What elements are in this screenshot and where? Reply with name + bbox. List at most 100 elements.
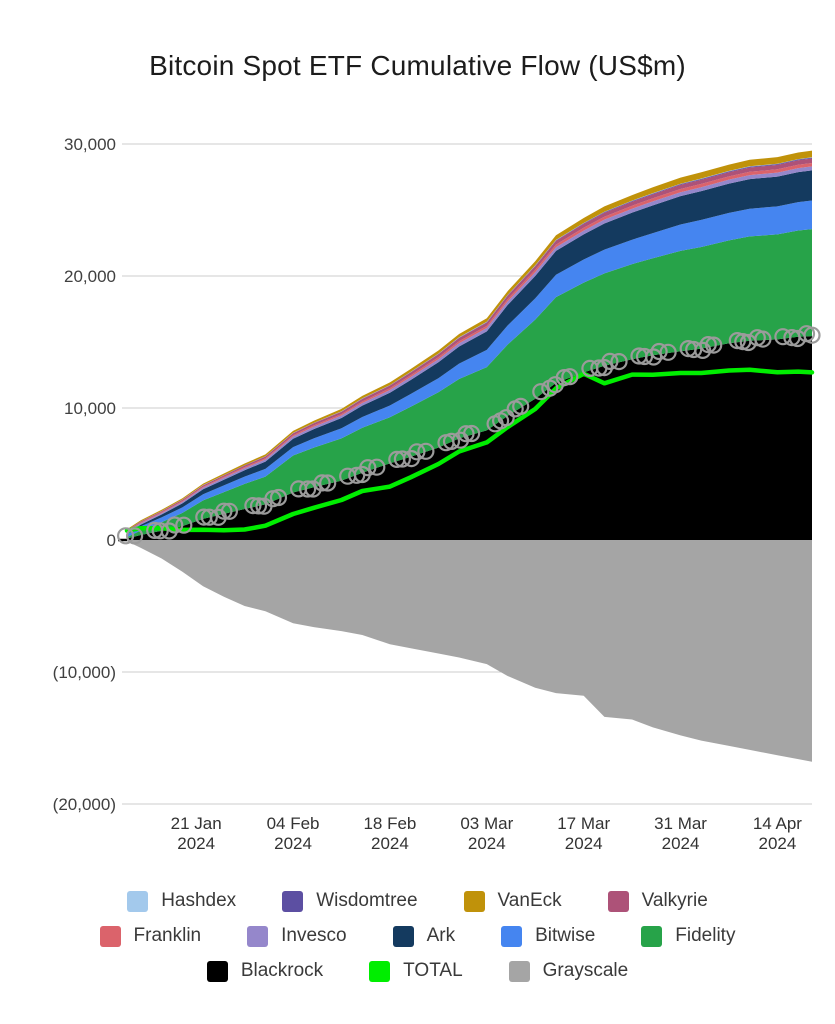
area-ark (127, 170, 812, 534)
total-line (124, 367, 815, 533)
blackrock-marker (215, 502, 233, 520)
blackrock-marker (408, 443, 426, 461)
area-fidelity (127, 229, 812, 539)
y-axis-label: 0 (107, 531, 116, 550)
legend-swatch-total (369, 960, 391, 982)
blackrock-marker (497, 409, 515, 427)
legend-swatch-ark (392, 925, 414, 947)
legend-item-grayscale[interactable]: Grayscale (508, 960, 629, 982)
legend-swatch-blackrock (206, 960, 228, 982)
x-axis-label: 31 Mar 2024 (654, 814, 707, 853)
legend-swatch-franklin (99, 925, 121, 947)
legend-swatch-fidelity (641, 925, 663, 947)
blackrock-marker (166, 516, 184, 534)
blackrock-marker (269, 488, 288, 507)
blackrock-marker (659, 343, 677, 361)
x-axis-label: 17 Mar 2024 (557, 814, 610, 853)
legend-label: Fidelity (675, 925, 736, 946)
blackrock-marker (705, 336, 723, 354)
legend-label: Invesco (281, 925, 347, 946)
blackrock-marker (803, 326, 821, 344)
legend-label: Hashdex (161, 890, 237, 911)
legend-swatch-valkyrie (607, 890, 629, 912)
legend-swatch-invesco (247, 925, 269, 947)
blackrock-marker (650, 342, 668, 361)
legend-label: Wisdomtree (316, 890, 418, 911)
y-axis-label: (10,000) (53, 663, 116, 682)
x-axis-label: 04 Feb 2024 (267, 814, 320, 853)
legend-item-wisdomtree[interactable]: Wisdomtree (282, 890, 418, 912)
legend-label: Valkyrie (641, 890, 708, 911)
y-axis-label: 30,000 (64, 135, 116, 154)
blackrock-marker (442, 432, 461, 450)
legend-label: TOTAL (403, 960, 463, 981)
blackrock-marker (610, 353, 628, 371)
blackrock-marker (417, 442, 435, 460)
legend-label: Bitwise (535, 925, 596, 946)
legend-swatch-grayscale (508, 960, 530, 982)
legend-swatch-hashdex (127, 890, 149, 912)
x-axis-label: 21 Jan 2024 (171, 814, 222, 853)
chart-title: Bitcoin Spot ETF Cumulative Flow (US$m) (149, 50, 686, 81)
blackrock-marker (368, 458, 386, 476)
blackrock-marker (249, 497, 268, 515)
legend-label: Blackrock (240, 960, 324, 981)
legend-row: Blackrock TOTAL Grayscale (206, 960, 629, 982)
legend-swatch-wisdomtree (282, 890, 304, 912)
area-bitwise (127, 200, 812, 538)
area-grayscale (127, 540, 812, 762)
legend-label: Ark (426, 925, 456, 946)
y-axis-label: 10,000 (64, 399, 116, 418)
blackrock-marker (126, 527, 144, 545)
legend-row: Hashdex Wisdomtree VanEck Valkyrie (127, 890, 708, 912)
y-axis-label: (20,000) (53, 795, 116, 814)
legend-item-ark[interactable]: Ark (392, 925, 456, 947)
y-axis-label: 20,000 (64, 267, 116, 286)
chart-canvas[interactable]: 30,000 20,000 10,000 0 (10,000) (20,000) 21 Ja… (0, 0, 835, 880)
legend-item-hashdex[interactable]: Hashdex (127, 890, 236, 912)
blackrock-marker (220, 502, 238, 520)
blackrock-marker (151, 522, 169, 540)
legend-label: Grayscale (542, 960, 629, 981)
legend-row: Franklin Invesco Ark Bitwise Fidelity (99, 925, 735, 947)
legend-item-franklin[interactable]: Franklin (99, 925, 202, 947)
legend-item-total[interactable]: TOTAL (369, 960, 463, 982)
blackrock-marker (160, 522, 178, 540)
legend-swatch-vaneck (463, 890, 485, 912)
blackrock-marker (304, 480, 322, 498)
blackrock-marker (699, 336, 717, 354)
blackrock-marker (635, 347, 654, 366)
blackrock-marker (299, 480, 317, 498)
legend-item-invesco[interactable]: Invesco (247, 925, 347, 947)
blackrock-marker (393, 450, 411, 468)
legend-swatch-bitwise (501, 925, 523, 947)
blackrock-marker (512, 397, 530, 415)
blackrock-marker (601, 352, 619, 370)
area-blackrock (127, 336, 812, 540)
blackrock-marker (116, 527, 135, 545)
x-axis-label: 14 Apr 2024 (753, 814, 802, 853)
blackrock-marker (457, 425, 475, 443)
blackrock-marker (694, 341, 712, 359)
blackrock-marker (319, 474, 337, 492)
blackrock-marker (175, 516, 193, 534)
legend-item-valkyrie[interactable]: Valkyrie (607, 890, 708, 912)
blackrock-marker (359, 459, 377, 477)
legend-item-blackrock[interactable]: Blackrock (206, 960, 324, 982)
legend-item-vaneck[interactable]: VanEck (463, 890, 562, 912)
blackrock-marker (532, 383, 550, 401)
x-axis-label: 18 Feb 2024 (363, 814, 416, 853)
legend-item-bitwise[interactable]: Bitwise (501, 925, 595, 947)
blackrock-marker (313, 474, 331, 492)
blackrock-marker (463, 424, 481, 443)
blackrock-marker (754, 330, 772, 348)
blackrock-marker (200, 508, 218, 526)
chart-legend: Hashdex Wisdomtree VanEck Valkyrie Franklin I… (0, 890, 835, 982)
blackrock-marker (244, 497, 262, 515)
legend-label: Franklin (133, 925, 202, 946)
legend-item-fidelity[interactable]: Fidelity (641, 925, 735, 947)
blackrock-marker (561, 368, 579, 386)
legend-label: VanEck (497, 890, 562, 911)
x-axis-label: 03 Mar 2024 (460, 814, 513, 853)
